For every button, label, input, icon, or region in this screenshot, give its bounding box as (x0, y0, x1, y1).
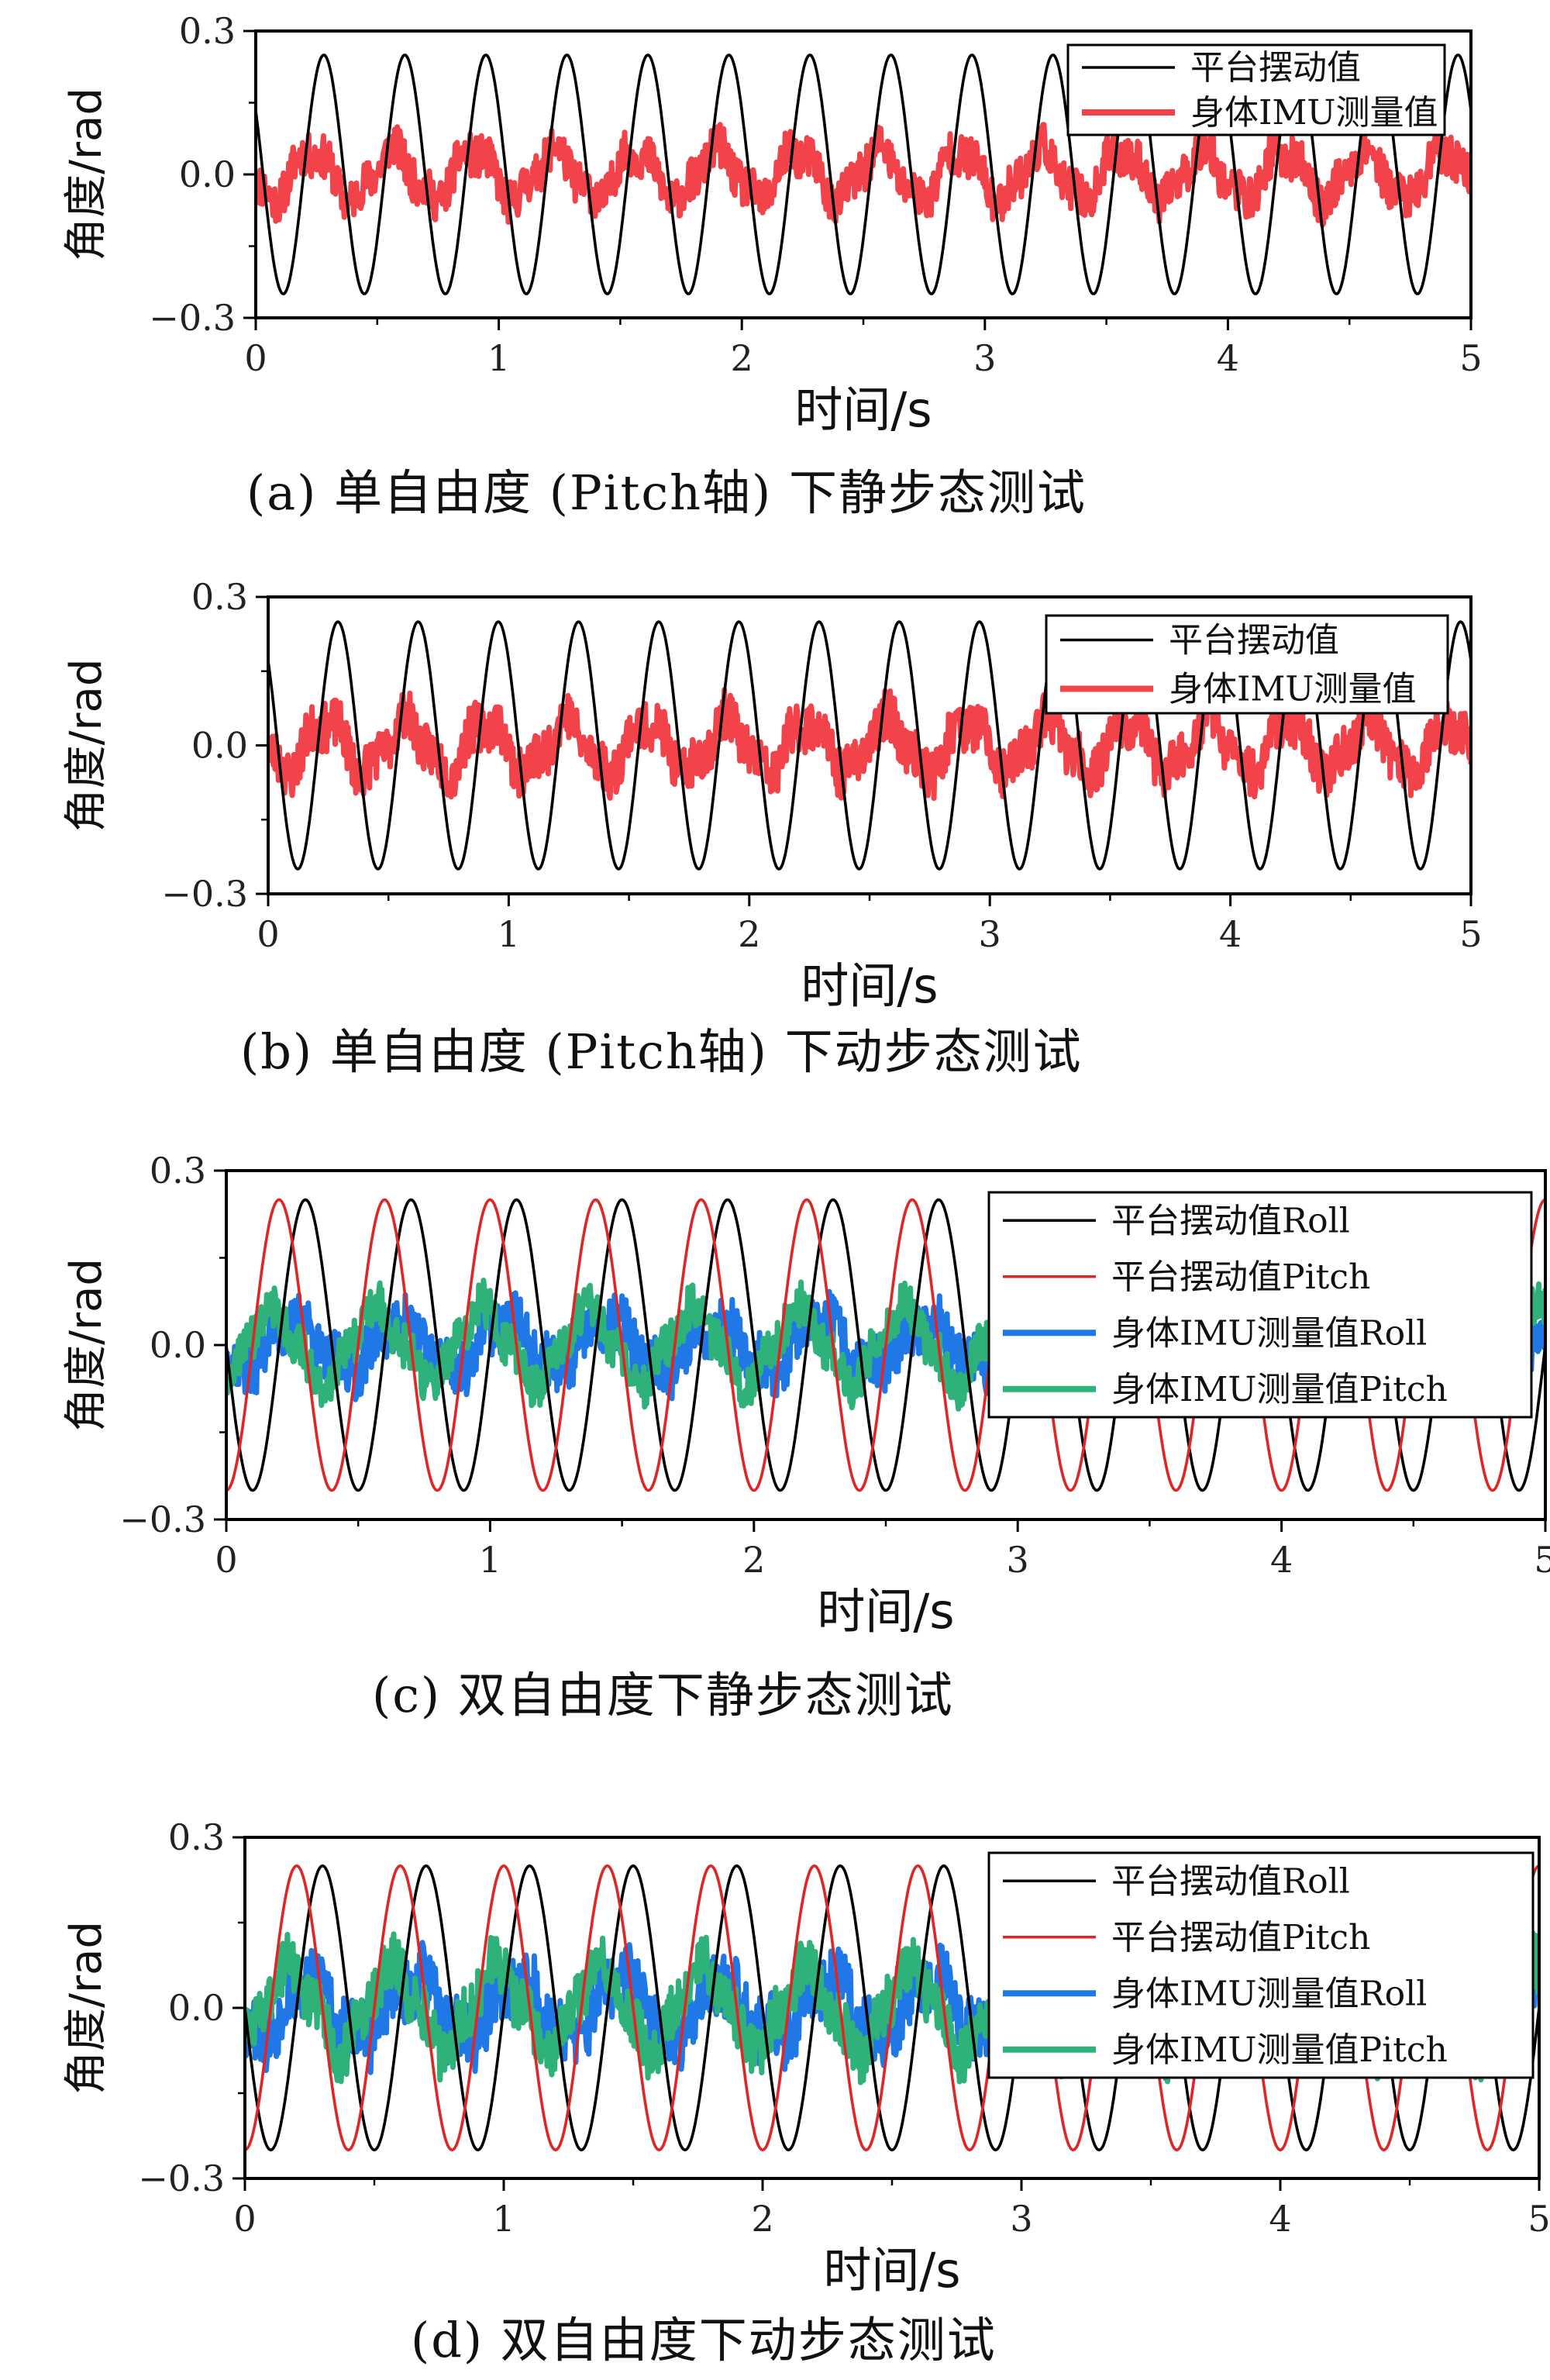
x-tick-label-c-0: 0 (215, 1539, 237, 1581)
legend-label-d-1: 平台摆动值Pitch (1111, 1918, 1370, 1957)
y-tick-label-b-0: 0.3 (191, 576, 248, 618)
x-axis-label-b: 时间/s (801, 957, 938, 1014)
x-axis-label-a: 时间/s (794, 381, 932, 438)
caption-d: (d) 双自由度下动步态测试 (411, 2312, 997, 2368)
x-tick-label-d-3: 3 (1010, 2198, 1032, 2240)
legend-label-a-0: 平台摆动值 (1190, 48, 1361, 88)
y-tick-label-c-2: −0.3 (119, 1499, 206, 1540)
legend-label-d-0: 平台摆动值Roll (1111, 1861, 1350, 1901)
x-tick-label-d-2: 2 (751, 2198, 773, 2240)
x-tick-label-b-0: 0 (257, 913, 279, 955)
plot-area-b (268, 620, 1471, 871)
x-tick-label-d-5: 5 (1528, 2198, 1550, 2240)
chart-panel-d: 0 1 2 3 4 5 0.3 0.0 −0.3 时间/s 角度/rad 平台摆动值Roll 平台摆动值… (61, 1816, 1550, 2299)
series-line-a-0 (256, 53, 1471, 295)
caption-b: (b) 单自由度 (Pitch轴) 下动步态测试 (240, 1023, 1083, 1080)
x-tick-label-a-3: 3 (973, 337, 996, 379)
x-tick-label-b-5: 5 (1459, 913, 1482, 955)
x-tick-label-c-1: 1 (479, 1539, 501, 1581)
y-axis-label-d: 角度/rad (61, 1921, 112, 2095)
legend-label-b-0: 平台摆动值 (1169, 621, 1339, 661)
x-tick-label-a-2: 2 (731, 337, 753, 379)
x-tick-label-c-5: 5 (1534, 1539, 1550, 1581)
series-line-a-1 (256, 122, 1471, 228)
y-axis-label-a: 角度/rad (61, 88, 112, 261)
y-tick-label-a-0: 0.3 (179, 10, 236, 52)
series-line-b-0 (268, 620, 1471, 871)
y-tick-label-b-1: 0.0 (191, 725, 248, 767)
caption-a: (a) 单自由度 (Pitch轴) 下静步态测试 (246, 464, 1087, 521)
legend-box-a (1066, 43, 1446, 136)
x-tick-label-b-3: 3 (979, 913, 1001, 955)
legend-label-c-1: 平台摆动值Pitch (1111, 1257, 1370, 1297)
chart-panel-c: 0 1 2 3 4 5 0.3 0.0 −0.3 时间/s 角度/rad 平台摆动值Roll 平台摆动值… (61, 1150, 1550, 1640)
legend-label-d-2: 身体IMU测量值Roll (1111, 1974, 1427, 2013)
y-tick-label-c-1: 0.0 (150, 1324, 206, 1366)
y-tick-label-d-1: 0.0 (168, 1987, 225, 2029)
y-tick-label-a-1: 0.0 (179, 153, 236, 195)
x-tick-label-a-1: 1 (487, 337, 510, 379)
x-tick-label-d-4: 4 (1269, 2198, 1291, 2240)
x-tick-label-a-5: 5 (1459, 337, 1482, 379)
y-tick-label-d-2: −0.3 (138, 2158, 225, 2199)
legend-box-b (1045, 614, 1449, 715)
x-tick-label-b-4: 4 (1219, 913, 1242, 955)
x-tick-label-a-0: 0 (244, 337, 267, 379)
legend-label-c-0: 平台摆动值Roll (1111, 1201, 1350, 1240)
legend-label-b-1: 身体IMU测量值 (1169, 670, 1417, 709)
x-tick-label-c-2: 2 (742, 1539, 765, 1581)
y-axis-label-b: 角度/rad (61, 659, 112, 833)
series-line-d-0 (245, 1864, 1539, 2152)
caption-c: (c) 双自由度下静步态测试 (372, 1667, 954, 1723)
legend-label-c-3: 身体IMU测量值Pitch (1111, 1370, 1448, 1409)
legend-label-c-2: 身体IMU测量值Roll (1111, 1313, 1427, 1353)
y-tick-label-d-0: 0.3 (168, 1816, 225, 1858)
legend-box-d (987, 1851, 1534, 2079)
x-tick-label-d-0: 0 (233, 2198, 256, 2240)
y-tick-label-b-2: −0.3 (161, 873, 248, 915)
plot-area-a (256, 53, 1471, 295)
x-tick-label-b-2: 2 (738, 913, 760, 955)
x-axis-label-d: 时间/s (823, 2242, 960, 2299)
legend-label-a-1: 身体IMU测量值 (1190, 93, 1438, 133)
legend-label-d-3: 身体IMU测量值Pitch (1111, 2030, 1448, 2070)
y-axis-label-c: 角度/rad (61, 1258, 112, 1432)
x-tick-label-c-3: 3 (1007, 1539, 1029, 1581)
x-tick-label-c-4: 4 (1270, 1539, 1293, 1581)
legend-box-c (987, 1191, 1533, 1419)
series-line-b-1 (268, 687, 1471, 802)
x-axis-label-c: 时间/s (817, 1583, 954, 1640)
y-tick-label-c-0: 0.3 (150, 1150, 206, 1192)
x-tick-label-a-4: 4 (1217, 337, 1239, 379)
x-tick-label-d-1: 1 (492, 2198, 515, 2240)
x-tick-label-b-1: 1 (498, 913, 520, 955)
y-tick-label-a-2: −0.3 (149, 297, 236, 339)
